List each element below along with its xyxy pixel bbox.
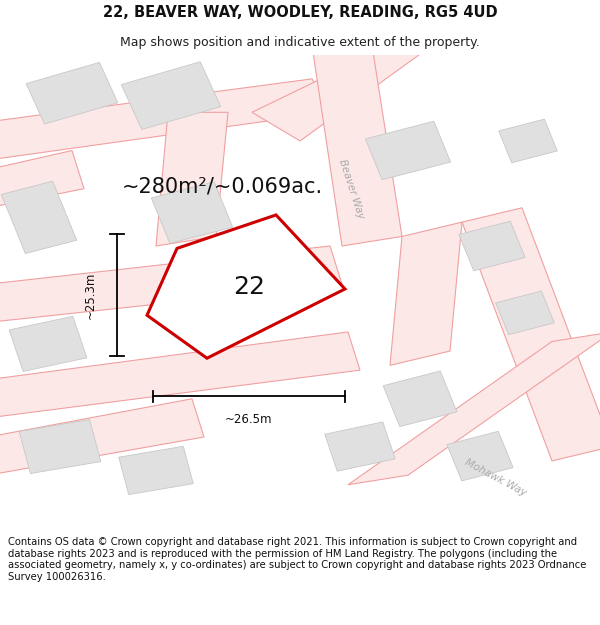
Polygon shape xyxy=(365,121,451,180)
Polygon shape xyxy=(151,182,233,243)
Text: Contains OS data © Crown copyright and database right 2021. This information is : Contains OS data © Crown copyright and d… xyxy=(8,537,586,582)
Polygon shape xyxy=(462,208,600,461)
Polygon shape xyxy=(1,181,77,254)
Polygon shape xyxy=(26,62,118,124)
Polygon shape xyxy=(0,246,342,322)
Polygon shape xyxy=(447,431,513,481)
Text: Map shows position and indicative extent of the property.: Map shows position and indicative extent… xyxy=(120,36,480,49)
Polygon shape xyxy=(499,119,557,162)
Text: 22: 22 xyxy=(233,274,265,299)
Text: ~26.5m: ~26.5m xyxy=(225,413,273,426)
Text: 22, BEAVER WAY, WOODLEY, READING, RG5 4UD: 22, BEAVER WAY, WOODLEY, READING, RG5 4U… xyxy=(103,4,497,19)
Polygon shape xyxy=(383,371,457,427)
Text: Beaver Way: Beaver Way xyxy=(337,158,365,220)
Polygon shape xyxy=(9,316,87,371)
Polygon shape xyxy=(459,221,525,271)
Polygon shape xyxy=(348,332,600,485)
Text: ~280m²/~0.069ac.: ~280m²/~0.069ac. xyxy=(121,176,323,196)
Polygon shape xyxy=(312,46,402,246)
Polygon shape xyxy=(0,399,204,475)
Polygon shape xyxy=(252,46,432,141)
Polygon shape xyxy=(19,419,101,474)
Polygon shape xyxy=(156,112,228,246)
Text: ~25.3m: ~25.3m xyxy=(83,271,97,319)
Polygon shape xyxy=(0,79,330,160)
Polygon shape xyxy=(496,291,554,334)
Polygon shape xyxy=(0,332,360,418)
Polygon shape xyxy=(119,446,193,494)
Polygon shape xyxy=(0,151,84,208)
Polygon shape xyxy=(147,215,345,358)
Polygon shape xyxy=(390,222,462,366)
Text: Mohawk Way: Mohawk Way xyxy=(463,457,527,498)
Polygon shape xyxy=(121,62,221,129)
Polygon shape xyxy=(325,422,395,471)
